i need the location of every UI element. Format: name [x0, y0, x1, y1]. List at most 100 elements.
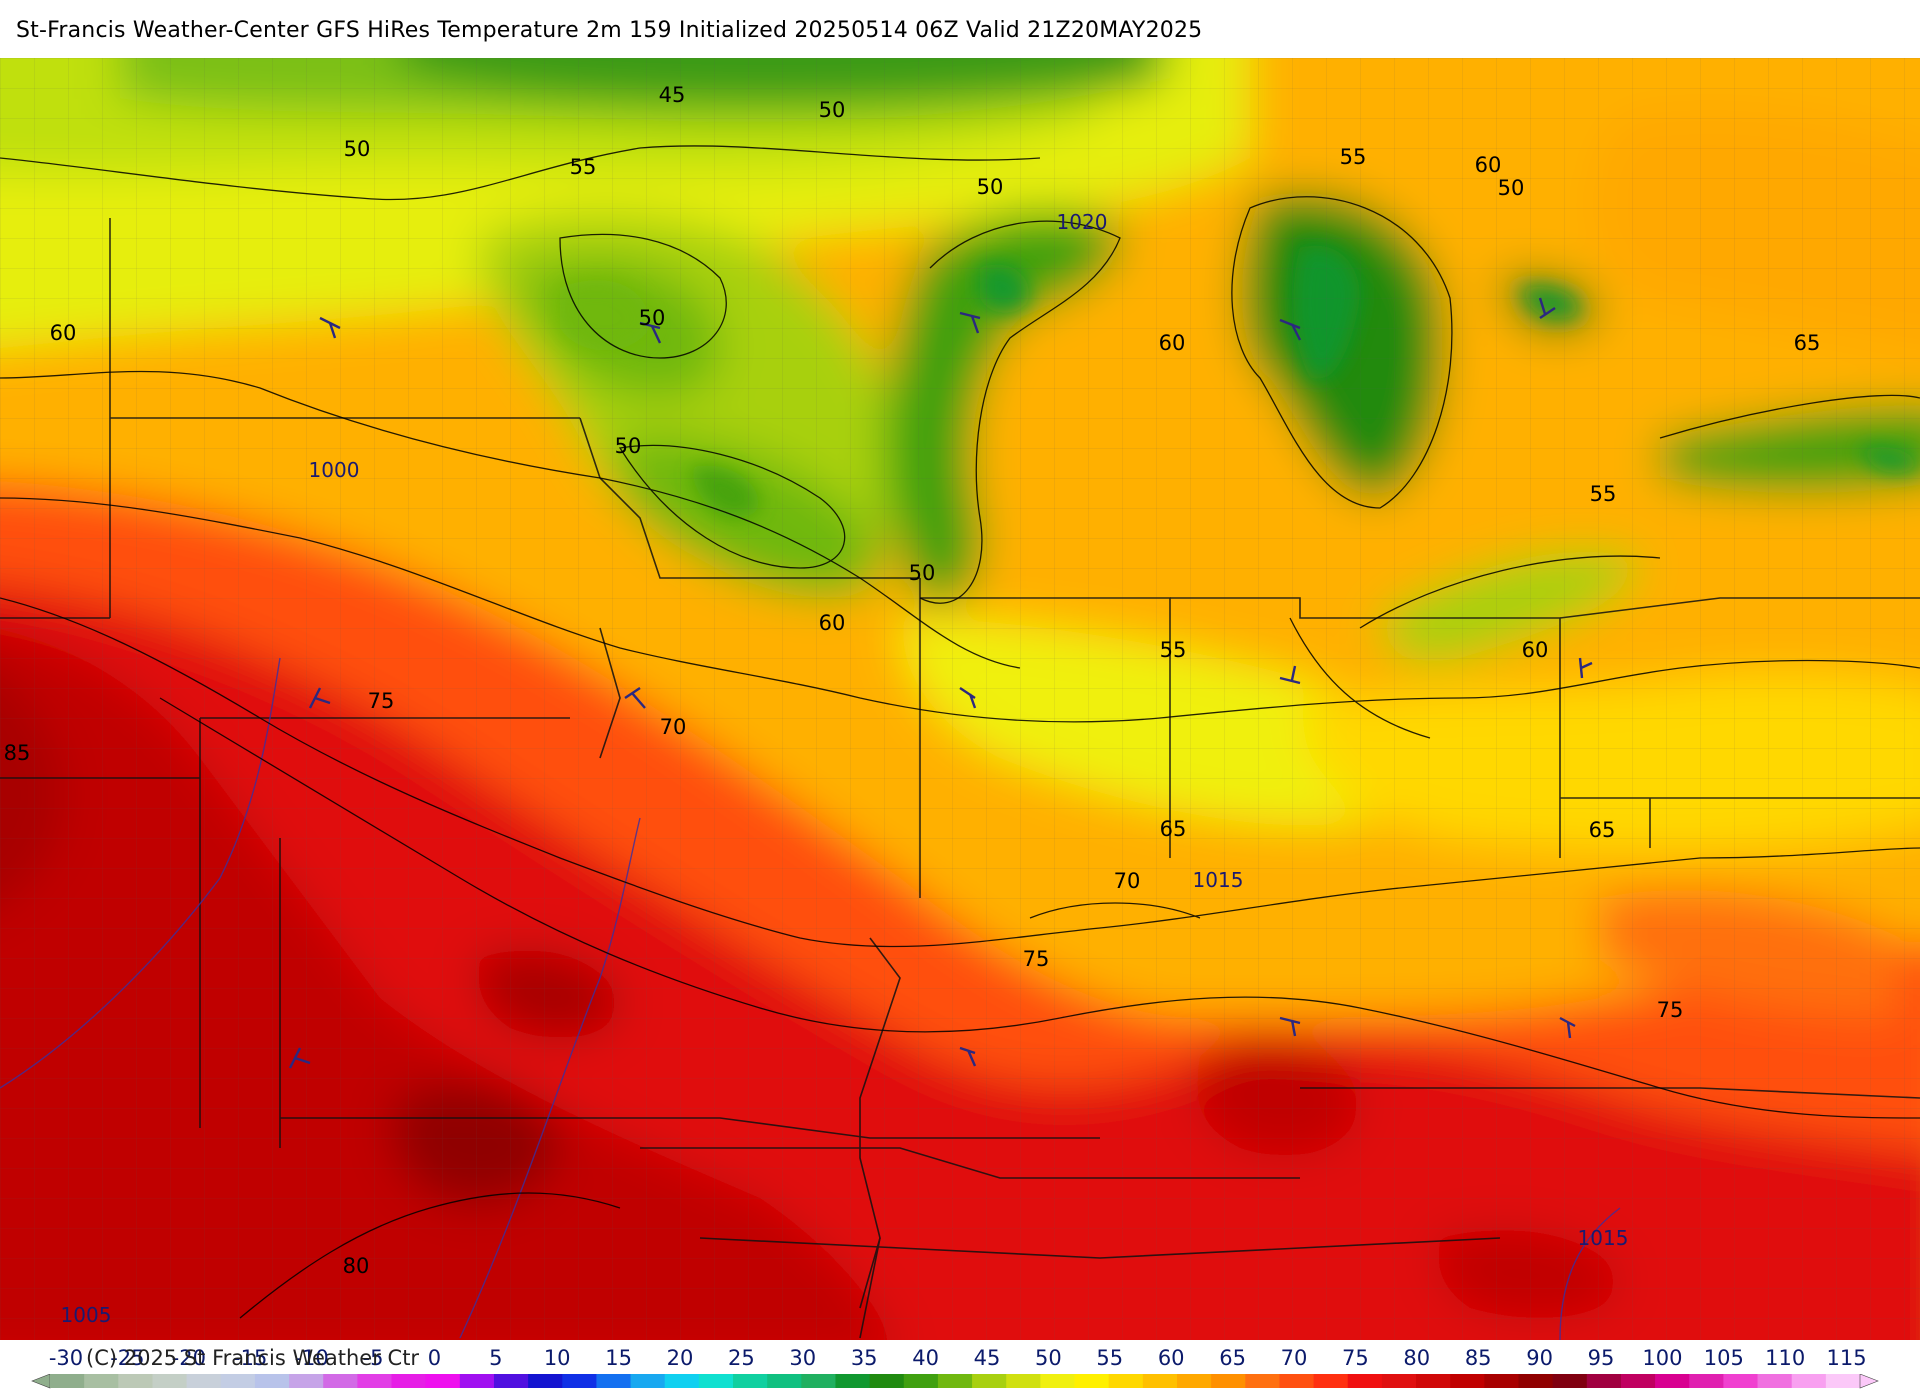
title-bar: St-Francis Weather-Center GFS HiRes Temp… — [0, 0, 1920, 58]
colorbar-swatch — [1518, 1374, 1554, 1388]
colorbar-swatch — [1006, 1374, 1041, 1388]
colorbar-tick-label: 35 — [850, 1346, 878, 1370]
contour-label: 50 — [819, 98, 846, 122]
colorbar-swatch — [1586, 1374, 1622, 1388]
colorbar-swatch — [493, 1374, 529, 1388]
contour-label: 50 — [909, 561, 936, 585]
colorbar-swatch — [1381, 1374, 1417, 1388]
contour-label: 50 — [1498, 176, 1525, 200]
colorbar-swatch — [1825, 1374, 1861, 1388]
colorbar-swatch — [1416, 1374, 1451, 1388]
colorbar-swatch — [801, 1374, 837, 1388]
contour-label: 60 — [50, 321, 77, 345]
contour-label: 65 — [1160, 817, 1187, 841]
state-borders — [0, 218, 1920, 1339]
colorbar-swatch — [118, 1374, 154, 1388]
contour-label: 55 — [1160, 638, 1187, 662]
temperature-contours — [0, 145, 1920, 1319]
contour-label: 55 — [1590, 482, 1617, 506]
colorbar-tick-label: 10 — [543, 1346, 571, 1370]
colorbar-swatch — [1074, 1374, 1110, 1388]
colorbar-swatch — [835, 1374, 871, 1388]
contour-label: 50 — [977, 175, 1004, 199]
colorbar-swatch — [1040, 1374, 1076, 1388]
copyright-text: (C) 2025 St Francis Weather Ctr — [86, 1346, 420, 1370]
colorbar-tick-label: 80 — [1403, 1346, 1431, 1370]
colorbar-tick-label: -10 — [294, 1346, 329, 1370]
colorbar-scale — [31, 1374, 1879, 1389]
isobar-label: 1015 — [1193, 868, 1244, 892]
colorbar-swatch — [562, 1374, 598, 1388]
colorbar-tick-label: 60 — [1157, 1346, 1185, 1370]
contour-label: 70 — [1114, 869, 1141, 893]
isobar-label: 1000 — [309, 458, 360, 482]
chart-title: St-Francis Weather-Center GFS HiRes Temp… — [16, 18, 1203, 43]
colorbar-swatch — [596, 1374, 632, 1388]
contour-label: 85 — [4, 741, 31, 765]
colorbar-ticks: -30 -25 -20 -15 -10 -5 0 5 10 15 20 25 30 35 40 45 50 55 6… — [0, 1346, 1920, 1370]
contour-label: 75 — [368, 689, 395, 713]
isobar-labels: 1020 1000 1015 1015 1005 — [61, 210, 1629, 1327]
isobar-label: 1005 — [61, 1303, 112, 1327]
colorbar-tick-label: 85 — [1464, 1346, 1492, 1370]
colorbar-tick-label: 115 — [1826, 1346, 1867, 1370]
colorbar-tick-label: 90 — [1526, 1346, 1553, 1370]
colorbar-swatch — [289, 1374, 324, 1388]
colorbar-swatch — [152, 1374, 188, 1388]
colorbar-swatch — [1791, 1374, 1827, 1388]
colorbar-tick-label: 0 — [427, 1346, 442, 1370]
contour-label: 50 — [615, 434, 642, 458]
colorbar-left-arrow — [31, 1374, 51, 1389]
colorbar-swatch — [50, 1374, 85, 1388]
colorbar-tick-label: -20 — [171, 1346, 206, 1370]
colorbar-swatch — [733, 1374, 768, 1388]
colorbar-swatch — [1450, 1374, 1485, 1388]
county-grid — [0, 58, 1920, 1340]
colorbar-swatch — [630, 1374, 666, 1388]
colorbar-swatch — [357, 1374, 393, 1388]
contour-label: 65 — [1794, 331, 1821, 355]
colorbar-tick-label: 50 — [1035, 1346, 1062, 1370]
colorbar-tick-label: 45 — [973, 1346, 1001, 1370]
colorbar-swatch — [1484, 1374, 1520, 1388]
colorbar-swatch — [1655, 1374, 1690, 1388]
colorbar-swatch — [1552, 1374, 1588, 1388]
colorbar-swatch — [903, 1374, 939, 1388]
colorbar-tick-label: -30 — [48, 1346, 84, 1370]
colorbar-tick-label: -5 — [362, 1346, 384, 1370]
colorbar-tick-label: 105 — [1703, 1346, 1744, 1370]
colorbar-swatch — [1142, 1374, 1178, 1388]
colorbar-swatch — [84, 1374, 119, 1388]
colorbar-swatch — [323, 1374, 358, 1388]
colorbar-tick-label: -25 — [110, 1346, 145, 1370]
isobar-label: 1020 — [1057, 210, 1108, 234]
colorbar-swatch — [767, 1374, 802, 1388]
colorbar-tick-label: 70 — [1280, 1346, 1308, 1370]
colorbar-tick-label: 95 — [1587, 1346, 1615, 1370]
colorbar: -30 -25 -20 -15 -10 -5 0 5 10 15 20 25 30 35 40 45 50 55 6… — [0, 1340, 1920, 1400]
colorbar-swatch — [1211, 1374, 1246, 1388]
colorbar-swatch — [186, 1374, 222, 1388]
colorbar-swatch — [937, 1374, 973, 1388]
colorbar-tick-label: 15 — [605, 1346, 632, 1370]
colorbar-swatch — [698, 1374, 734, 1388]
contour-label: 75 — [1657, 998, 1684, 1022]
colorbar-swatch — [1347, 1374, 1383, 1388]
colorbar-swatch — [528, 1374, 563, 1388]
temperature-map: 45 50 50 55 50 55 60 50 60 50 60 65 50 55 50 60 55 60 75 70… — [0, 58, 1920, 1340]
colorbar-swatch — [1723, 1374, 1759, 1388]
colorbar-swatch — [1313, 1374, 1349, 1388]
contour-label: 55 — [570, 155, 597, 179]
colorbar-tick-label: 100 — [1642, 1346, 1683, 1370]
colorbar-swatch — [1176, 1374, 1212, 1388]
colorbar-swatch — [1279, 1374, 1315, 1388]
colorbar-tick-label: 20 — [666, 1346, 694, 1370]
colorbar-swatch — [459, 1374, 495, 1388]
colorbar-swatch — [220, 1374, 256, 1388]
contour-label: 50 — [344, 137, 371, 161]
colorbar-tick-label: 5 — [489, 1346, 503, 1370]
colorbar-swatch — [1108, 1374, 1144, 1388]
colorbar-swatch — [1757, 1374, 1793, 1388]
colorbar-swatch — [425, 1374, 461, 1388]
colorbar-swatch — [1620, 1374, 1656, 1388]
